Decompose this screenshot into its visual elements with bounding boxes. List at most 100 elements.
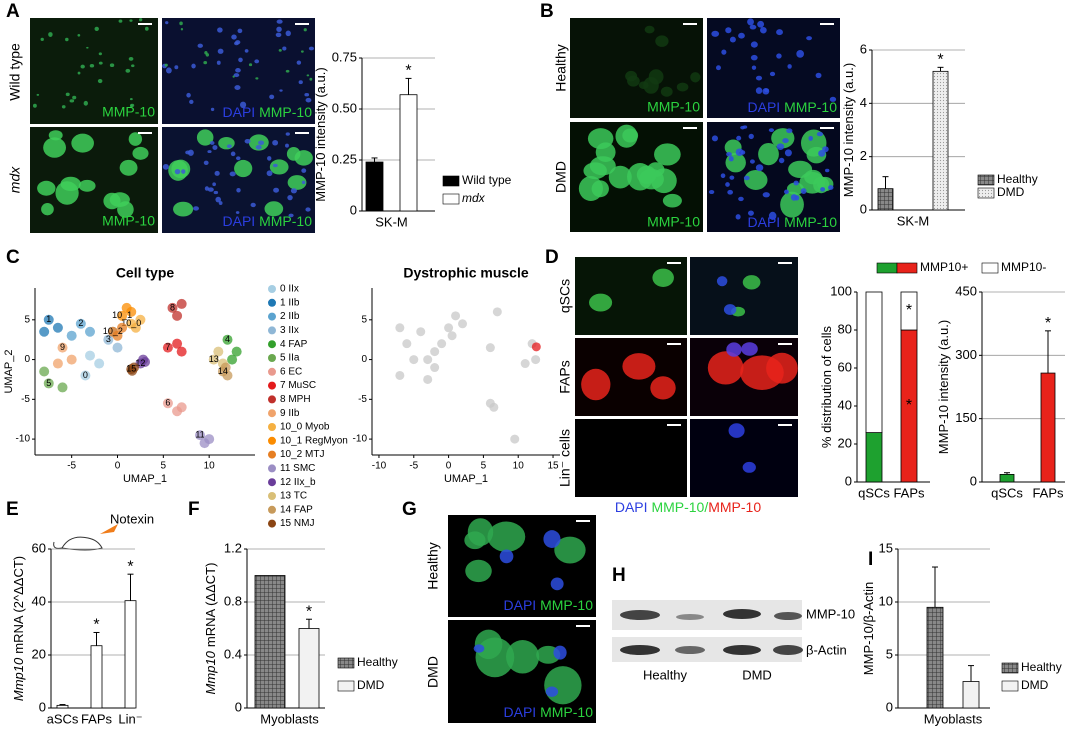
y-tick-label: 0 <box>845 473 852 488</box>
x-tick-label: 0 <box>446 461 452 472</box>
caption: DAPI MMP-10 <box>504 704 594 720</box>
cell-blob <box>786 128 793 134</box>
cell-blob <box>747 18 754 26</box>
cell-blob <box>98 52 102 56</box>
chart-title: Cell type <box>116 265 175 281</box>
cell-blob <box>499 549 514 564</box>
point <box>138 354 149 365</box>
panel-label: E <box>6 499 19 520</box>
legend-label: DMD <box>1021 678 1049 692</box>
cell-blob <box>728 156 734 162</box>
point <box>227 354 238 365</box>
cell-blob <box>191 63 196 69</box>
cell-blob <box>174 65 179 70</box>
legend-marker <box>268 450 276 459</box>
cell-blob <box>218 201 223 206</box>
y-axis-label-text: mRNA (2^ΔΔCT) <box>11 556 26 654</box>
cell-blob <box>179 21 183 26</box>
needle <box>100 524 118 534</box>
cell-blob <box>784 149 792 157</box>
cell-blob <box>287 195 293 201</box>
cell-blob <box>720 173 726 179</box>
cell-blob <box>212 182 216 187</box>
significance: * <box>405 63 411 80</box>
cell-blob <box>173 201 194 217</box>
y-axis-label: MMP-10 intensity (a.u.) <box>936 320 951 454</box>
micrograph <box>690 257 798 335</box>
cell-blob <box>736 135 742 141</box>
cell-blob <box>285 143 289 148</box>
cell-blob <box>553 645 567 660</box>
cell-blob <box>711 30 720 37</box>
cell-blob <box>768 128 775 133</box>
cluster-label: 7 <box>165 342 170 352</box>
cell-blob <box>217 48 224 54</box>
y-tick-label: 0.25 <box>332 151 357 166</box>
cell-blob <box>589 293 613 312</box>
bar <box>56 704 69 709</box>
mouse-icon <box>53 524 118 551</box>
cell-blob <box>234 41 239 46</box>
point <box>57 342 68 353</box>
cell-blob <box>729 175 735 180</box>
cell-blob <box>264 201 284 217</box>
point <box>112 330 123 341</box>
cell-blob <box>757 20 765 28</box>
cell-blob <box>276 19 283 24</box>
legend-marker <box>268 381 276 390</box>
legend-label: 0 IIx <box>280 284 299 295</box>
legend-label: 15 NMJ <box>280 518 314 529</box>
y-tick-label: 150 <box>955 410 977 425</box>
cell-blob <box>89 64 95 68</box>
x-tick-label: 10 <box>204 461 216 472</box>
x-tick-label: aSCs <box>47 711 79 726</box>
cell-blob <box>487 521 526 552</box>
micrograph <box>570 18 703 118</box>
row-label: FAPs <box>557 360 573 393</box>
cell-blob <box>300 50 304 53</box>
y-axis-label-text: MMP-10 intensity (a.u.) <box>936 320 951 454</box>
legend-marker <box>268 340 276 349</box>
point <box>167 302 178 313</box>
y-tick-label: 0.8 <box>224 593 242 608</box>
cell-blob <box>232 75 235 78</box>
x-axis-label: UMAP_1 <box>444 473 488 485</box>
legend-label: 11 SMC <box>280 463 315 474</box>
cell-blob <box>762 192 770 198</box>
cell-blob <box>652 268 674 287</box>
row-label: Healthy <box>553 44 569 91</box>
cell-blob <box>615 124 638 148</box>
point <box>117 310 128 321</box>
panel-label: D <box>545 247 559 268</box>
point <box>57 382 68 393</box>
legend-marker <box>268 478 276 487</box>
y-tick-label: 6 <box>860 41 867 56</box>
cell-blob <box>269 94 275 100</box>
legend-swatch <box>337 657 355 669</box>
bar <box>865 432 883 483</box>
point <box>85 326 95 337</box>
y-tick-label: -5 <box>358 394 367 405</box>
cell-blob <box>144 26 149 31</box>
band <box>620 610 660 620</box>
band <box>620 645 660 655</box>
significance: * <box>127 558 133 575</box>
point <box>222 370 233 381</box>
y-axis-label-text: MMP-10/β-Actin <box>861 582 876 675</box>
cell-blob <box>729 36 736 43</box>
cell-blob <box>309 77 313 81</box>
x-tick-label: -10 <box>372 461 387 472</box>
cell-blob <box>255 77 259 80</box>
legend-marker <box>268 312 276 321</box>
significance: * <box>93 617 99 634</box>
caption: DAPI MMP-10/MMP-10 <box>615 499 761 515</box>
cell-blob <box>796 50 804 58</box>
significance: * <box>906 397 912 414</box>
legend-marker <box>268 367 276 376</box>
legend-label: 7 MuSC <box>280 380 316 391</box>
legend-marker <box>268 505 276 514</box>
cell-blob <box>80 64 85 69</box>
micrograph <box>575 419 687 497</box>
y-tick-label: 40 <box>838 397 852 412</box>
cell-blob <box>766 352 798 384</box>
